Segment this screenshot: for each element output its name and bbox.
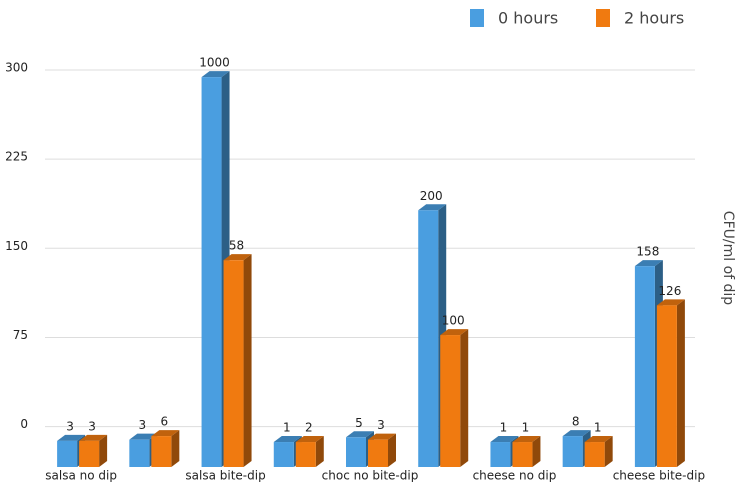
bar-top — [562, 430, 591, 437]
bar-top — [79, 434, 108, 441]
data-label: 1 — [522, 421, 530, 435]
y-tick-label: 0 — [20, 417, 28, 431]
bar-top — [512, 436, 541, 443]
bar — [656, 305, 677, 467]
data-label: 100 — [442, 314, 465, 328]
data-label: 1 — [283, 421, 291, 435]
bar — [490, 442, 511, 467]
bar — [512, 442, 533, 467]
bar-side — [171, 430, 180, 467]
bar-top — [129, 433, 158, 440]
data-label: 8 — [572, 415, 580, 429]
data-label: 6 — [161, 415, 169, 429]
data-label: 1 — [500, 421, 508, 435]
bar — [201, 77, 222, 467]
x-tick-label: cheese no dip — [473, 469, 557, 483]
bar-top — [440, 329, 469, 336]
data-label: 1000 — [199, 56, 230, 70]
legend-label: 0 hours — [498, 9, 558, 28]
bar-top — [273, 436, 302, 443]
data-label: 3 — [88, 419, 96, 433]
data-label: 58 — [229, 239, 244, 253]
legend-label: 2 hours — [624, 9, 684, 28]
bar — [57, 440, 78, 467]
bar-top — [634, 260, 663, 267]
bar — [440, 335, 461, 467]
bar-side — [676, 299, 685, 467]
data-label: 158 — [636, 245, 659, 259]
legend-swatch — [596, 9, 610, 27]
bar — [79, 440, 100, 467]
bar-top — [656, 299, 685, 306]
bar-top — [368, 433, 396, 440]
bar-top — [295, 436, 324, 443]
y-tick-label: 225 — [5, 150, 28, 164]
legend: 0 hours 2 hours — [470, 9, 684, 28]
data-label: 3 — [139, 418, 147, 432]
bar — [368, 439, 388, 467]
data-label: 1 — [594, 421, 602, 435]
x-tick-label: salsa bite-dip — [185, 469, 265, 483]
bar — [346, 437, 366, 467]
bar-side — [243, 254, 252, 467]
bar-side — [315, 436, 324, 467]
bar — [273, 442, 294, 467]
bar-top — [490, 436, 519, 443]
bar-top — [346, 431, 374, 438]
bar — [418, 210, 439, 467]
bar-top — [201, 71, 230, 78]
x-tick-label: cheese bite-dip — [613, 469, 705, 483]
bar-top — [418, 204, 447, 211]
legend-swatch — [470, 9, 484, 27]
data-label: 3 — [66, 419, 74, 433]
y-tick-label: 300 — [5, 61, 28, 75]
bar — [562, 436, 583, 467]
bar-side — [388, 433, 396, 467]
data-label: 3 — [377, 418, 385, 432]
bar — [223, 260, 244, 467]
bar — [584, 442, 605, 467]
bar — [129, 439, 150, 467]
bar-side — [604, 436, 613, 467]
bar-side — [99, 434, 108, 467]
data-label: 126 — [658, 284, 681, 298]
data-label: 200 — [420, 189, 443, 203]
y-tick-label: 150 — [5, 239, 28, 253]
bar — [151, 436, 172, 467]
y-axis-label: CFU/ml of dip — [720, 211, 736, 305]
bar-side — [532, 436, 541, 467]
bar — [295, 442, 316, 467]
y-tick-label: 75 — [13, 328, 28, 342]
bar-top — [57, 434, 86, 441]
bar — [634, 266, 655, 467]
bar-side — [460, 329, 469, 467]
bar-top — [223, 254, 252, 261]
data-label: 2 — [305, 421, 313, 435]
x-tick-label: salsa no dip — [45, 469, 117, 483]
bar-top — [151, 430, 180, 437]
bar-top — [584, 436, 613, 443]
data-label: 5 — [355, 416, 363, 430]
x-tick-label: choc no bite-dip — [322, 469, 419, 483]
